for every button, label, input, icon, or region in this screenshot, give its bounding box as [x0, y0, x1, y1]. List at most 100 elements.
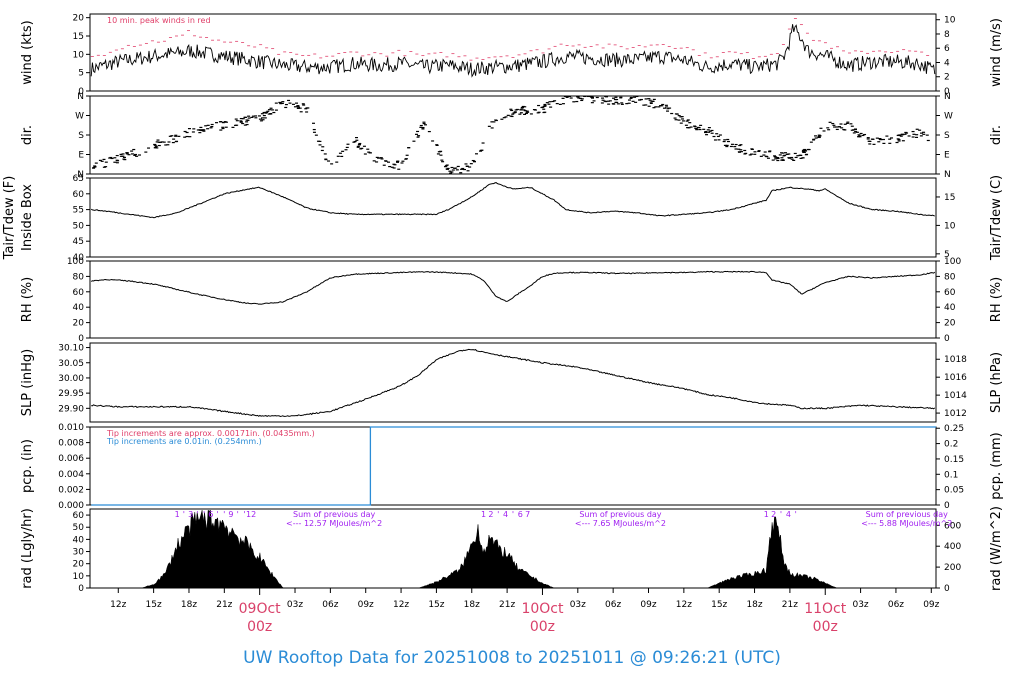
rh-frame	[89, 260, 937, 339]
rad-hour-mark: '	[196, 510, 198, 519]
x-tick-label: 21z	[216, 600, 232, 610]
pcp-left-tick-label: 0.004	[58, 470, 84, 480]
x-tick-label: 06z	[605, 600, 621, 610]
rad-left-tick-label: 60	[73, 511, 85, 521]
wind-ylabel-right: wind (m/s)	[989, 18, 1004, 87]
rad-hour-mark: '	[780, 510, 782, 519]
dir-right-tick-label: W	[944, 112, 953, 122]
wind-left-tick-label: 0	[78, 87, 84, 97]
dir-left-tick-label: N	[77, 92, 84, 102]
date-time-label: 00z	[813, 619, 838, 635]
pcp-left-tick-label: 0.010	[58, 423, 84, 433]
pcp-note-red: Tip increments are approx. 0.00171in. (0…	[106, 429, 315, 438]
temp-left-tick-label: 55	[73, 206, 84, 216]
rad-left-tick-label: 40	[73, 535, 85, 545]
pcp-left-tick-label: 0.002	[58, 485, 84, 495]
rad-hour-mark: 9	[228, 510, 233, 519]
rad-hour-mark: 1	[175, 510, 180, 519]
pcp-right-tick-label: 0	[944, 501, 950, 511]
rad-ylabel-left: rad (Lgly/hr)	[20, 508, 35, 589]
rad-right-tick-label: 400	[944, 542, 961, 552]
date-label: 11Oct	[804, 601, 847, 617]
wind-annotation: 10 min. peak winds in red	[107, 16, 211, 25]
x-tick-label: 12z	[110, 600, 126, 610]
rad-left-tick-label: 0	[78, 584, 84, 594]
dir-left-tick-label: N	[77, 170, 84, 180]
pcp-left-tick-label: 0.008	[58, 439, 84, 449]
slp-left-tick-label: 30.05	[58, 359, 84, 369]
slp-right-tick-label: 1016	[944, 373, 967, 383]
temp-left-tick-label: 60	[73, 190, 85, 200]
wind-frame	[89, 13, 937, 92]
rh-right-tick-label: 60	[944, 288, 956, 298]
rad-hour-mark: 1	[481, 510, 486, 519]
pcp-right-tick-label: 0.05	[944, 486, 964, 496]
rh-right-tick-label: 40	[944, 303, 956, 313]
rh-left-tick-label: 40	[73, 303, 85, 313]
rad-hour-mark: '	[203, 510, 205, 519]
slp-right-tick-label: 1014	[944, 391, 967, 401]
x-tick-label: 15z	[146, 600, 162, 610]
rh-left-tick-label: 80	[73, 272, 85, 282]
rad-hour-mark: 6	[208, 510, 213, 519]
x-tick-label: 18z	[746, 600, 762, 610]
pcp-right-tick-label: 0.15	[944, 455, 964, 465]
x-tick-label: 15z	[711, 600, 727, 610]
rh-right-tick-label: 80	[944, 272, 956, 282]
wind-right-tick-label: 0	[944, 87, 950, 97]
wind-left-tick-label: 20	[73, 14, 85, 24]
date-time-label: 00z	[247, 619, 272, 635]
rh-left-tick-label: 20	[73, 319, 85, 329]
rad-hour-mark: 3	[188, 510, 193, 519]
slp-left-tick-label: 30.10	[58, 344, 84, 354]
rad-hour-mark: '	[497, 510, 499, 519]
rad-sum-line2: <--- 7.65 MJoules/m^2	[575, 519, 666, 528]
x-tick-label: 03z	[852, 600, 868, 610]
slp-right-tick-label: 1018	[944, 355, 967, 365]
pcp-left-tick-label: 0.000	[58, 501, 84, 511]
dir-right-tick-label: E	[944, 151, 950, 161]
pcp-left-tick-label: 0.006	[58, 454, 84, 464]
slp-left-tick-label: 29.90	[58, 404, 84, 414]
rad-left-tick-label: 20	[73, 560, 85, 570]
slp-frame	[89, 342, 937, 423]
rad-hour-mark: 12	[246, 510, 256, 519]
slp-left-tick-label: 30.00	[58, 374, 84, 384]
dir-right-tick-label: S	[944, 131, 950, 141]
x-tick-label: 03z	[570, 600, 586, 610]
rad-left-tick-label: 50	[73, 523, 85, 533]
dir-ylabel-right: dir.	[989, 125, 1004, 145]
rad-hour-mark: 6	[518, 510, 523, 519]
pcp-ylabel-left: pcp. (in)	[20, 439, 35, 493]
temp-right-tick-label: 15	[944, 193, 955, 203]
wind-left-tick-label: 15	[73, 32, 84, 42]
date-time-label: 00z	[530, 619, 555, 635]
rh-left-tick-label: 100	[67, 257, 84, 267]
dir-frame	[89, 95, 937, 175]
rad-hour-mark: '	[216, 510, 218, 519]
temp-right-tick-label: 5	[944, 250, 950, 260]
chart-title: UW Rooftop Data for 20251008 to 20251011…	[243, 648, 781, 668]
rad-sum-line1: Sum of previous day	[579, 510, 661, 519]
wind-right-tick-label: 10	[944, 16, 956, 26]
x-tick-label: 09z	[923, 600, 939, 610]
rh-left-tick-label: 60	[73, 288, 85, 298]
temp-right-tick-label: 10	[944, 221, 956, 231]
wind-speed-line	[90, 24, 936, 78]
temp-left-tick-label: 65	[73, 174, 84, 184]
x-tick-label: 18z	[464, 600, 480, 610]
dir-ylabel-left: dir.	[20, 125, 35, 145]
temp-left-tick-label: 50	[73, 221, 85, 231]
x-tick-label: 12z	[676, 600, 692, 610]
wind-right-tick-label: 2	[944, 73, 950, 83]
temp-line	[90, 182, 935, 219]
rad-hour-mark: 7	[525, 510, 530, 519]
rad-sum-line2: <--- 12.57 MJoules/m^2	[286, 519, 382, 528]
x-tick-label: 06z	[322, 600, 338, 610]
slp-right-tick-label: 1012	[944, 409, 967, 419]
rad-left-tick-label: 10	[73, 572, 85, 582]
rad-hour-mark: '	[243, 510, 245, 519]
rad-right-tick-label: 200	[944, 563, 961, 573]
rad-right-tick-label: 0	[944, 584, 950, 594]
dir-left-tick-label: E	[78, 151, 84, 161]
